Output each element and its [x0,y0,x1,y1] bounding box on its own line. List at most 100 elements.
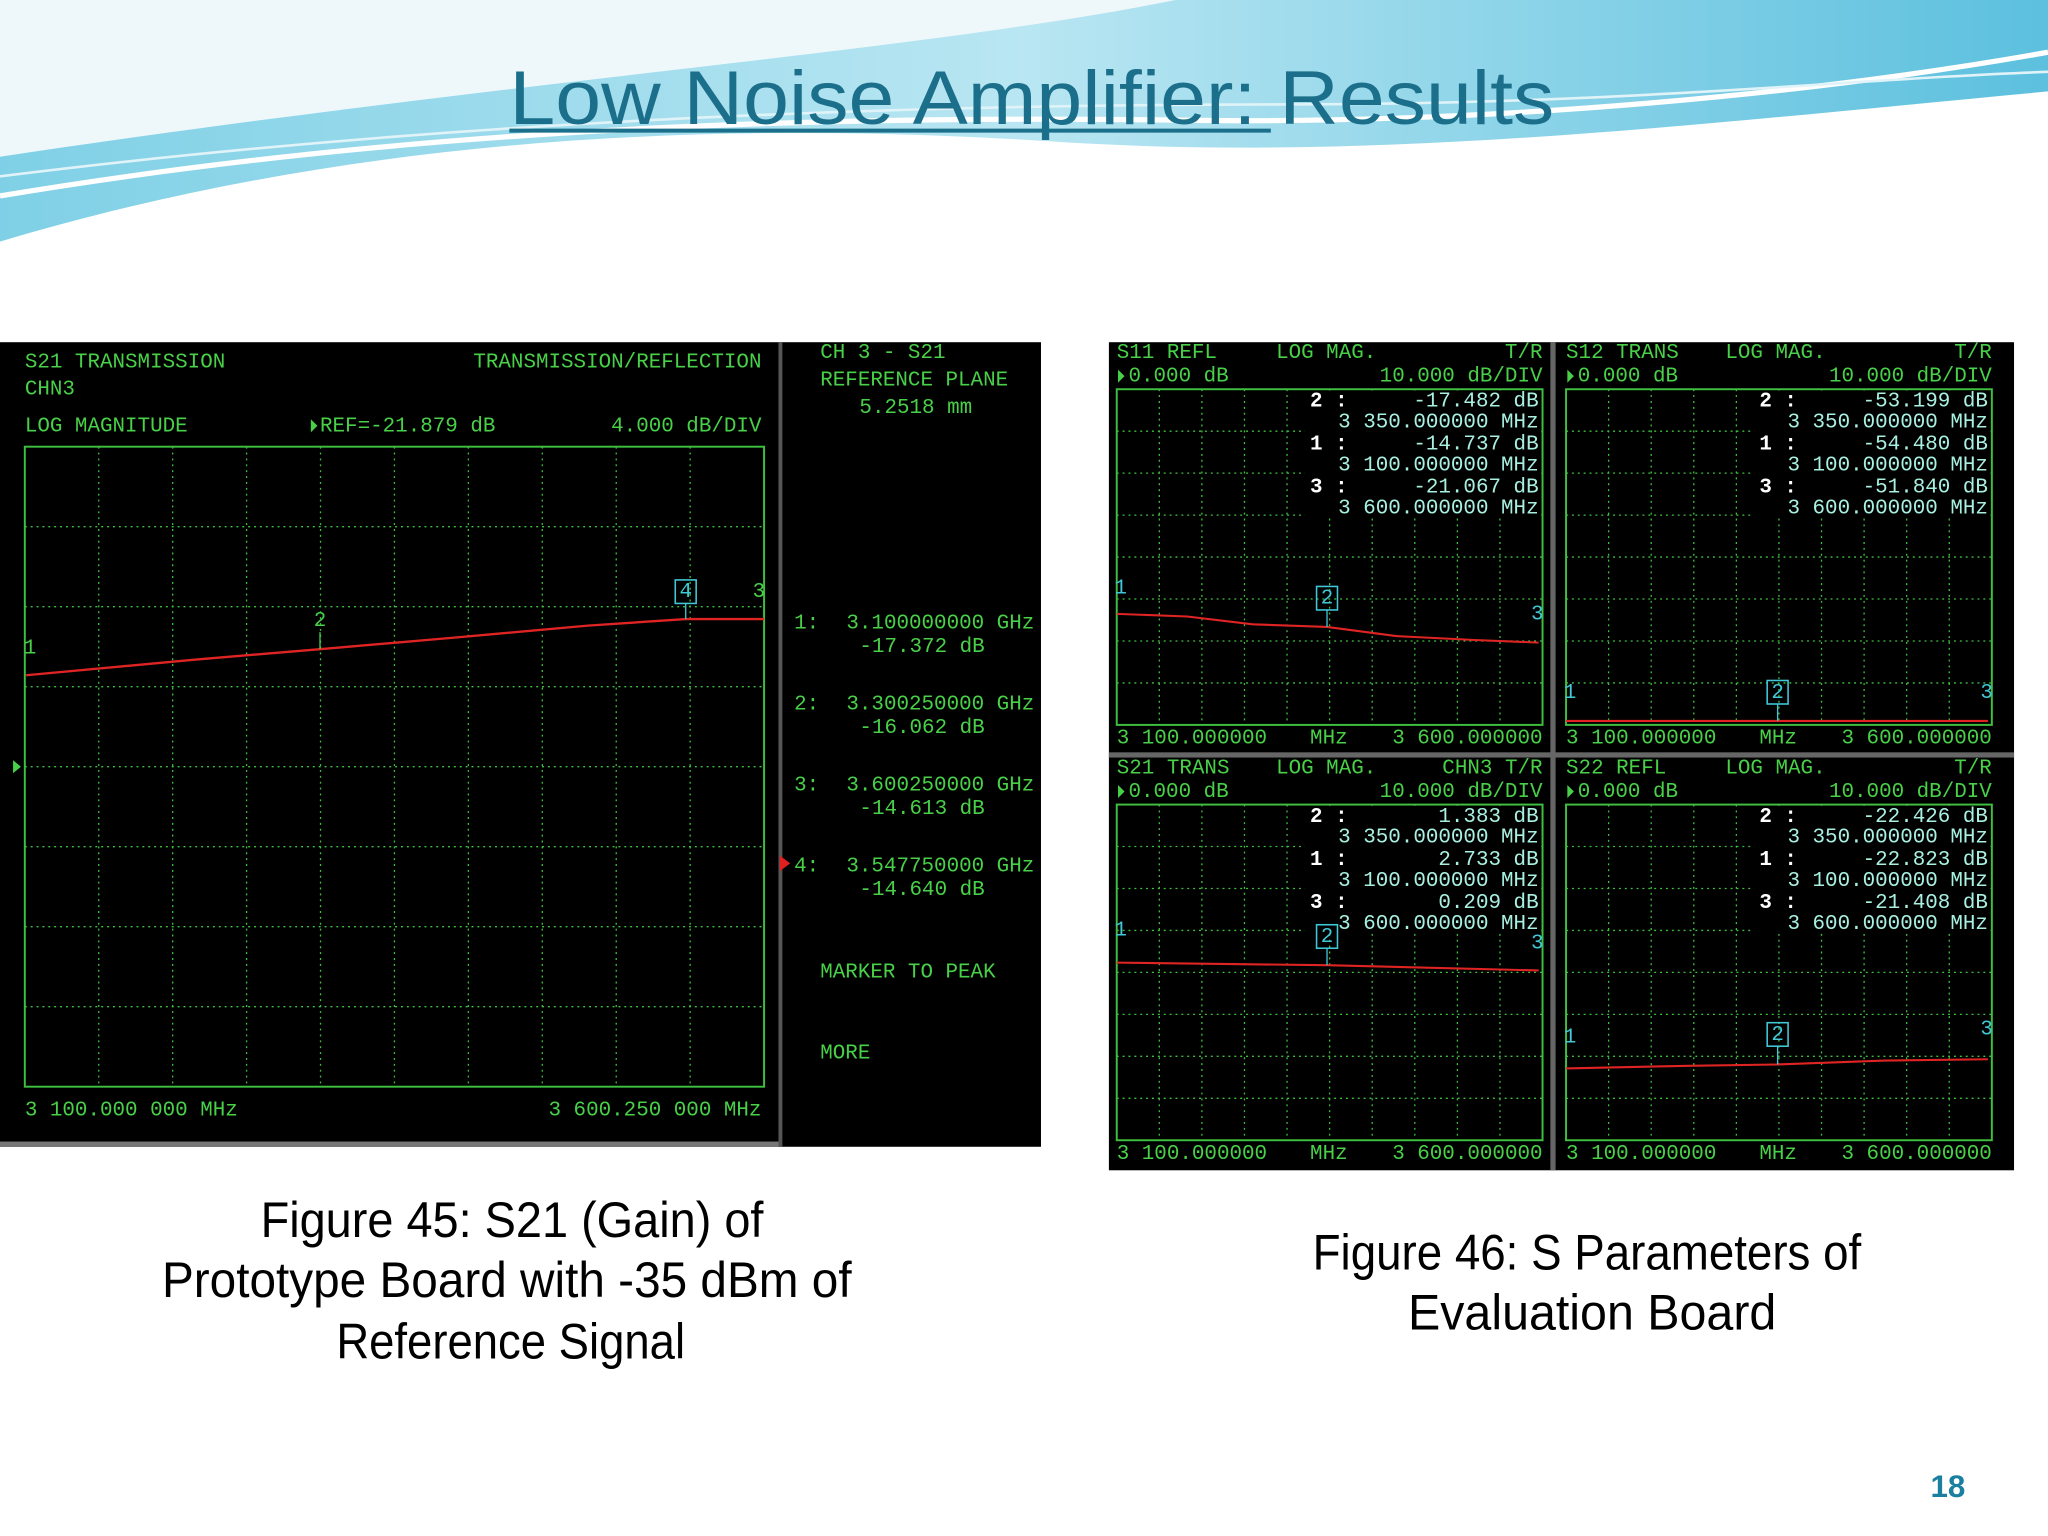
readout-level: -53.199 dB [1863,390,1988,413]
trace [1566,1058,1988,1070]
marker-box [674,579,697,605]
slide-title: Low Noise Amplifier: Results [509,56,1554,141]
panel-header: S22 REFL [1566,758,1666,781]
background-wave [0,0,2048,242]
readout-bg [1304,805,1542,933]
readout-level: -17.482 dB [1413,390,1538,413]
panel-header: T/R [1505,342,1543,365]
panel-start: 3 100.000000 [1566,727,1716,750]
panel-unit: MHz [1310,1143,1348,1166]
panel-header: LOG MAG. [1725,758,1825,781]
scale: 4.000 dB/DIV [611,415,762,438]
panel-stop: 3 600.000000 [1392,1143,1542,1166]
readout-level: 2.733 dB [1438,849,1538,872]
panel-header: S21 TRANS [1117,758,1230,781]
marker-id: 3: [794,774,819,797]
marker-label: 2 [1321,588,1334,611]
panel-scale: 10.000 dB/DIV [1380,781,1543,804]
readout-frequency: 3 600.000000 MHz [1338,498,1538,521]
plot-frame [1565,388,1993,726]
menu-channel: CH 3 - S21 [820,342,945,365]
readout-level: 1.383 dB [1438,806,1538,829]
readout-id: 2 : [1310,806,1348,829]
caption-line: Figure 45: S21 (Gain) of [261,1192,764,1248]
softkey[interactable]: MARKER TO PEAK [820,961,996,984]
readout-frequency: 3 100.000000 MHz [1787,454,1987,477]
ref-arrow [1118,784,1125,799]
marker-label: 1 [1114,919,1127,942]
marker-id: 2: [794,694,819,717]
panel-header: LOG MAG. [1276,758,1376,781]
panel-stop: 3 600.000000 [1392,727,1542,750]
readout-id: 1 : [1759,434,1797,457]
marker-level: -14.640 dB [859,879,984,902]
marker-frequency: 3.600250000 GHz [846,774,1034,797]
marker-label: 2 [1771,682,1784,705]
marker-level: -14.613 dB [859,798,984,821]
readout-level: -21.067 dB [1413,477,1538,500]
marker-level: -17.372 dB [859,636,984,659]
ref-arrow [1567,369,1574,383]
panel-header: CHN3 T/R [1442,758,1542,781]
marker-frequency: 3.100000000 GHz [846,613,1034,636]
readout-frequency: 3 350.000000 MHz [1338,411,1538,434]
marker-label: 3 [1980,682,1993,705]
marker-label: 1 [1114,577,1127,600]
panel-start: 3 100.000000 [1117,727,1267,750]
panel-scale: 10.000 dB/DIV [1380,366,1543,389]
marker-frequency: 3.300250000 GHz [846,694,1034,717]
readout-id: 3 : [1310,892,1348,915]
divider [1108,752,2015,758]
readout-frequency: 3 350.000000 MHz [1787,827,1987,850]
panel-reference: 0.000 dB [1128,781,1228,804]
panel-header: T/R [1954,342,1992,365]
channel: CHN3 [25,379,75,402]
caption-line: Evaluation Board [1408,1285,1776,1341]
panel-start: 3 100.000000 [1566,1143,1716,1166]
panel-start: 3 100.000000 [1117,1143,1267,1166]
marker-id: 4: [794,855,819,878]
mode: TRANSMISSION/REFLECTION [473,351,761,374]
marker-box [1315,923,1339,950]
menu-label: REFERENCE PLANE [820,370,1008,393]
readout-id: 1 : [1310,849,1348,872]
caption-line: Reference Signal [336,1313,685,1369]
marker-label: 3 [1531,603,1544,626]
ref-arrow [310,419,318,433]
panel-reference: 0.000 dB [1578,781,1678,804]
readout-bg [1754,390,1991,518]
marker-box [1766,1021,1789,1047]
plot-frame [1565,803,1993,1142]
screen [0,342,1041,1147]
plot-frame [1115,803,1544,1142]
readout-level: -54.480 dB [1863,434,1988,457]
slide-number: 18 [1930,1469,1965,1504]
ref-arrow [1567,784,1574,799]
caption-line: Figure 46: S Parameters of [1313,1225,1862,1281]
readout-id: 2 : [1759,390,1797,413]
panel-scale: 10.000 dB/DIV [1829,366,1992,389]
readout-id: 3 : [1759,477,1797,500]
marker-label: 4 [679,581,692,604]
format: LOG MAGNITUDE [25,415,188,438]
panel-stop: 3 600.000000 [1842,1143,1992,1166]
marker-level: -16.062 dB [859,717,984,740]
panel-header: T/R [1954,758,1992,781]
marker-label: 3 [1980,1019,1993,1042]
marker-box [1315,585,1339,611]
readout-level: -22.823 dB [1863,849,1988,872]
readout-id: 1 : [1759,849,1797,872]
figure-46: S11 REFL LOG MAG. T/R 0.000 dB 10.000 dB/DIV… [1108,342,2015,1171]
readout-frequency: 3 600.000000 MHz [1787,913,1987,936]
trace-title: S21 TRANSMISSION [25,351,225,374]
panel-reference: 0.000 dB [1128,366,1228,389]
readout-id: 1 : [1310,434,1348,457]
marker-label: 2 [314,610,327,633]
panel: S11 REFL LOG MAG. T/R 0.000 dB 10.000 dB/DIV… [1114,342,1543,750]
readout-frequency: 3 350.000000 MHz [1787,411,1987,434]
softkey[interactable]: MORE [820,1042,870,1065]
readout-id: 2 : [1310,390,1348,413]
frame [0,1141,782,1147]
stop-frequency: 3 600.250 000 MHz [549,1100,762,1123]
marker-id: 1: [794,613,819,636]
